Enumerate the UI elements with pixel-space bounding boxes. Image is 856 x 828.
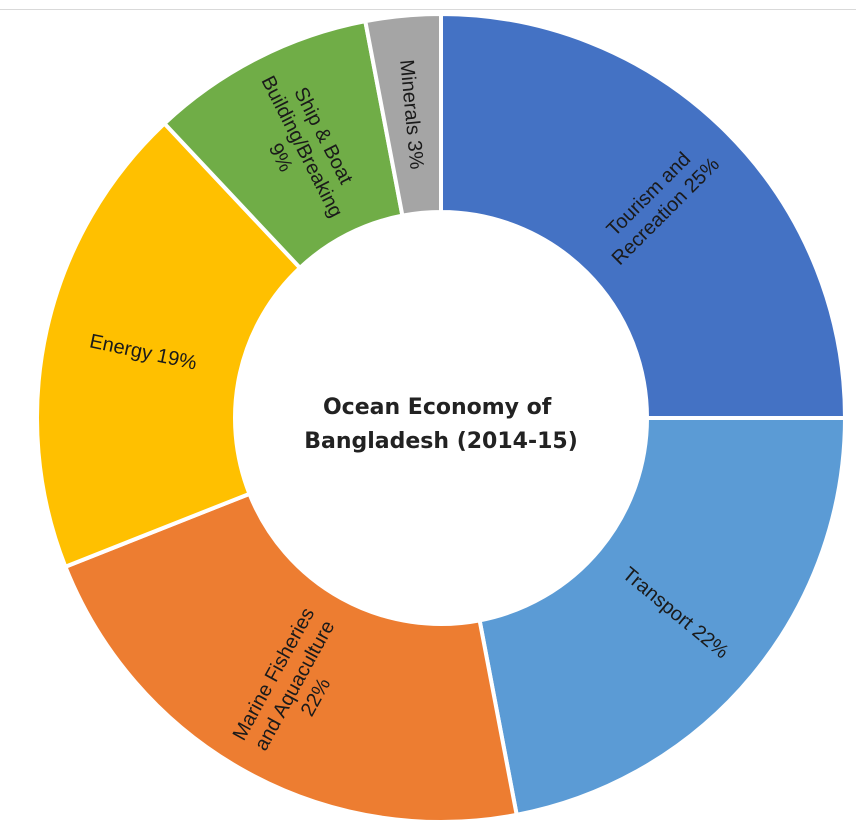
slice-marine-fisheries-and-aquaculture [62, 491, 520, 824]
slice-tourism-and-recreation [439, 11, 848, 420]
chart-title-line-2: Bangladesh (2014-15) [304, 429, 578, 454]
slice-energy [35, 120, 303, 570]
top-border-rule [0, 0, 856, 10]
chart-title: Ocean Economy of Bangladesh (2014-15) [304, 395, 578, 454]
slice-transport [477, 416, 848, 818]
donut-slices [35, 11, 848, 824]
chart-title-line-1: Ocean Economy of [323, 395, 552, 420]
slice-minerals [362, 11, 443, 218]
